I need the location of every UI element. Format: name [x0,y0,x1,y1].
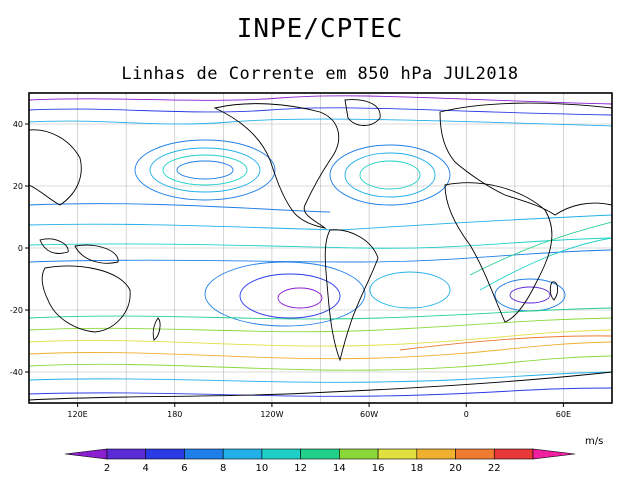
colorbar-label: 2 [104,463,110,474]
colorbar: 2 4 6 8 10 12 14 16 18 20 22 [64,448,576,474]
antarctica-outline [29,371,612,401]
colorbar-segment [377,448,418,460]
colorbar-end-high [532,448,576,460]
africa-outline [444,182,553,323]
madagascar-outline [549,281,559,301]
new-guinea-outline [74,244,119,264]
lon-tick-label: 60W [360,410,378,419]
lat-tick-label: -40 [10,368,23,377]
lat-tick-label: 20 [13,182,23,191]
colorbar-label: 8 [220,463,226,474]
colorbar-segment [300,448,340,460]
axis-ticks: 40 20 0 -20 -40 120E 180 120W 60W 0 60E [10,120,571,419]
colorbar-label: 4 [143,463,149,474]
greenland-outline [344,99,381,126]
colorbar-segment [261,448,301,460]
borneo-outline [39,238,69,254]
colorbar-label: 16 [372,463,385,474]
map-title: INPE/CPTEC [236,14,404,44]
colorbar-label: 6 [181,463,187,474]
colorbar-segment [145,448,185,460]
lat-tick-label: 40 [13,120,23,129]
colorbar-label: 20 [449,463,462,474]
south-america-outline [324,229,379,362]
coastlines [29,99,612,401]
colorbar-label: 18 [410,463,423,474]
colorbar-label: 22 [488,463,501,474]
colorbar-segment [455,448,495,460]
lon-tick-label: 0 [464,410,469,419]
colorbar-label: 14 [333,463,346,474]
streamlines [29,95,612,397]
colorbar-end-low [64,448,108,460]
colorbar-label: 12 [294,463,307,474]
eurasia-outline [439,102,612,216]
lon-tick-label: 180 [167,410,182,419]
lon-tick-label: 60E [556,410,571,419]
gridlines [29,93,612,403]
colorbar-segment [339,448,379,460]
lon-tick-label: 120E [67,410,87,419]
colorbar-segment [416,448,456,460]
colorbar-segment [493,448,534,460]
lat-tick-label: -20 [10,306,23,315]
lon-tick-label: 120W [260,410,283,419]
map-subtitle: Linhas de Corrente em 850 hPa JUL2018 [121,64,519,84]
new-zealand-outline [152,317,161,341]
colorbar-label: 10 [256,463,269,474]
lat-tick-label: 0 [18,244,23,253]
colorbar-segment [184,448,224,460]
colorbar-unit: m/s [585,436,603,447]
australia-outline [41,265,131,333]
colorbar-segment [222,448,263,460]
north-america-outline [213,103,340,229]
colorbar-segment [106,448,147,460]
east-asia-outline [29,129,82,206]
